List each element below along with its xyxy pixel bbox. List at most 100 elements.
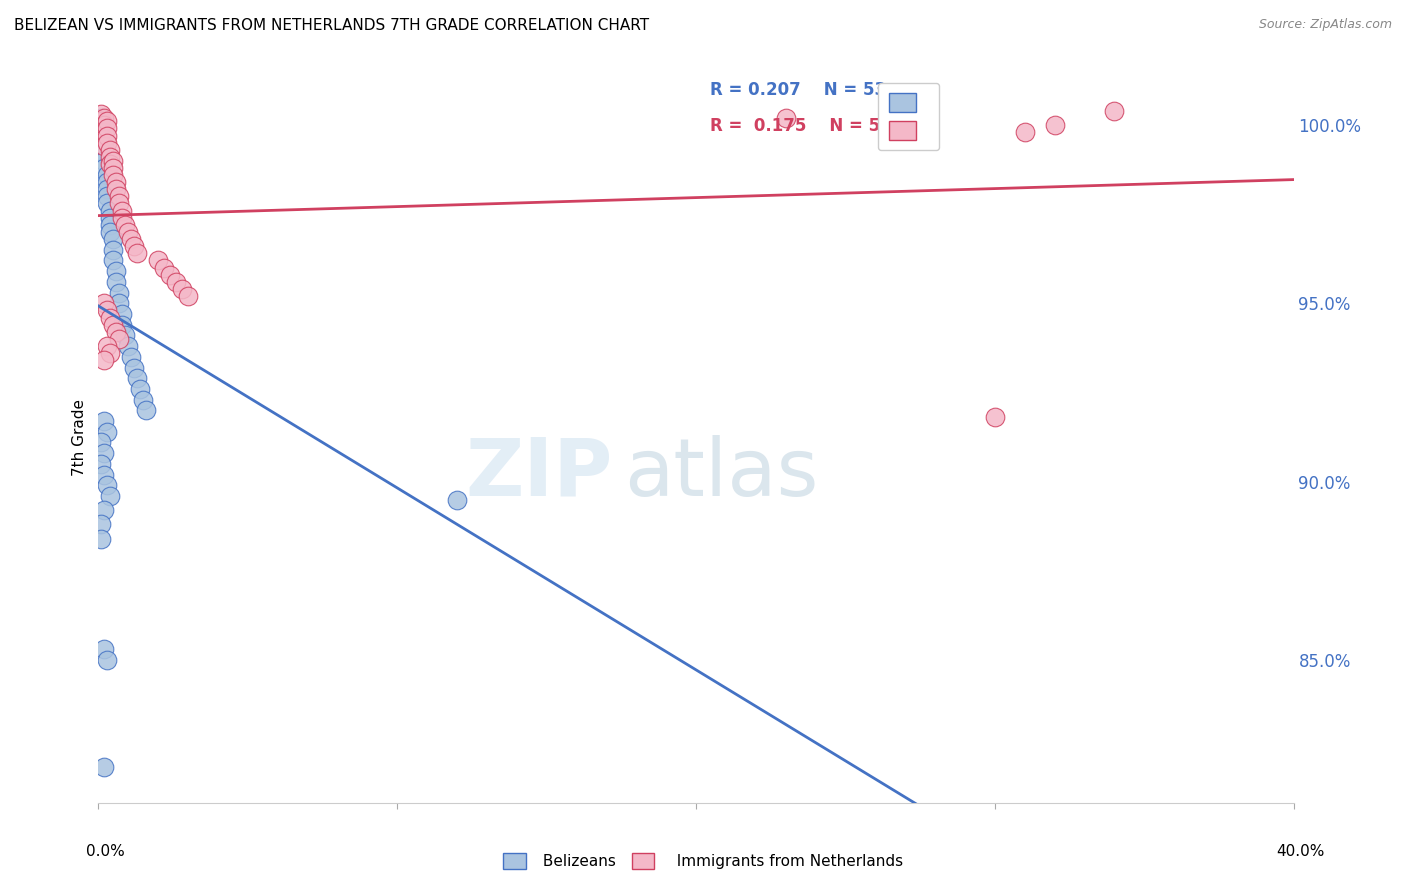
Point [103, 232, 125, 246]
Point [93, 642, 115, 657]
Point [114, 328, 136, 343]
Point [90, 457, 112, 471]
Point [96, 425, 118, 439]
Point [1104, 103, 1126, 118]
Point [129, 382, 152, 396]
Point [105, 182, 128, 196]
Point [108, 285, 131, 300]
Point [96, 303, 118, 318]
Point [90, 111, 112, 125]
Point [124, 239, 146, 253]
Point [93, 132, 115, 146]
Point [93, 446, 115, 460]
Point [93, 414, 115, 428]
Point [93, 467, 115, 482]
Point [93, 503, 115, 517]
Point [98, 346, 122, 360]
Point [98, 150, 122, 164]
Point [90, 121, 112, 136]
Point [96, 653, 118, 667]
Point [111, 307, 134, 321]
Point [90, 114, 112, 128]
Y-axis label: 7th Grade: 7th Grade [72, 399, 87, 475]
Point [108, 296, 131, 310]
Point [93, 111, 115, 125]
Point [446, 492, 468, 507]
Text: ZIP: ZIP [465, 434, 613, 513]
Point [984, 410, 1007, 425]
Text: atlas: atlas [624, 434, 818, 513]
Point [96, 128, 118, 143]
Point [90, 532, 112, 546]
Point [93, 118, 115, 132]
Point [93, 132, 115, 146]
Point [93, 139, 115, 153]
Point [98, 218, 122, 232]
Point [127, 246, 149, 260]
Point [98, 211, 122, 225]
Point [103, 161, 125, 175]
Point [105, 264, 128, 278]
Point [96, 182, 118, 196]
Point [93, 153, 115, 168]
Point [103, 253, 125, 268]
Legend:  Belizeans,   Immigrants from Netherlands: Belizeans, Immigrants from Netherlands [498, 847, 908, 875]
Point [108, 196, 131, 211]
Point [93, 139, 115, 153]
Point [98, 157, 122, 171]
Point [103, 318, 125, 332]
Point [124, 360, 146, 375]
Text: BELIZEAN VS IMMIGRANTS FROM NETHERLANDS 7TH GRADE CORRELATION CHART: BELIZEAN VS IMMIGRANTS FROM NETHERLANDS … [14, 18, 650, 33]
Point [98, 489, 122, 503]
Point [90, 121, 112, 136]
Point [111, 211, 134, 225]
Point [117, 225, 139, 239]
Point [98, 203, 122, 218]
Point [93, 146, 115, 161]
Point [98, 143, 122, 157]
Legend: , : , [879, 83, 939, 151]
Point [148, 253, 170, 268]
Point [103, 168, 125, 182]
Point [90, 107, 112, 121]
Point [93, 760, 115, 774]
Point [103, 243, 125, 257]
Point [159, 268, 181, 282]
Point [90, 114, 112, 128]
Point [177, 289, 200, 303]
Point [114, 218, 136, 232]
Point [103, 153, 125, 168]
Point [98, 310, 122, 325]
Point [775, 111, 797, 125]
Point [105, 275, 128, 289]
Point [93, 296, 115, 310]
Point [98, 225, 122, 239]
Point [96, 339, 118, 353]
Point [165, 275, 187, 289]
Point [108, 332, 131, 346]
Point [96, 189, 118, 203]
Point [93, 161, 115, 175]
Point [90, 435, 112, 450]
Point [90, 128, 112, 143]
Text: 40.0%: 40.0% [1277, 845, 1324, 859]
Point [120, 350, 142, 364]
Point [105, 175, 128, 189]
Text: 0.0%: 0.0% [86, 845, 125, 859]
Point [132, 392, 155, 407]
Point [96, 175, 118, 189]
Point [172, 282, 194, 296]
Point [93, 125, 115, 139]
Text: R = 0.207    N = 53: R = 0.207 N = 53 [710, 80, 886, 99]
Point [96, 168, 118, 182]
Point [90, 143, 112, 157]
Point [105, 325, 128, 339]
Point [96, 196, 118, 211]
Point [90, 128, 112, 143]
Text: Source: ZipAtlas.com: Source: ZipAtlas.com [1258, 18, 1392, 31]
Point [108, 189, 131, 203]
Text: R =  0.175    N = 50: R = 0.175 N = 50 [710, 117, 891, 136]
Point [135, 403, 157, 417]
Point [120, 232, 142, 246]
Point [96, 478, 118, 492]
